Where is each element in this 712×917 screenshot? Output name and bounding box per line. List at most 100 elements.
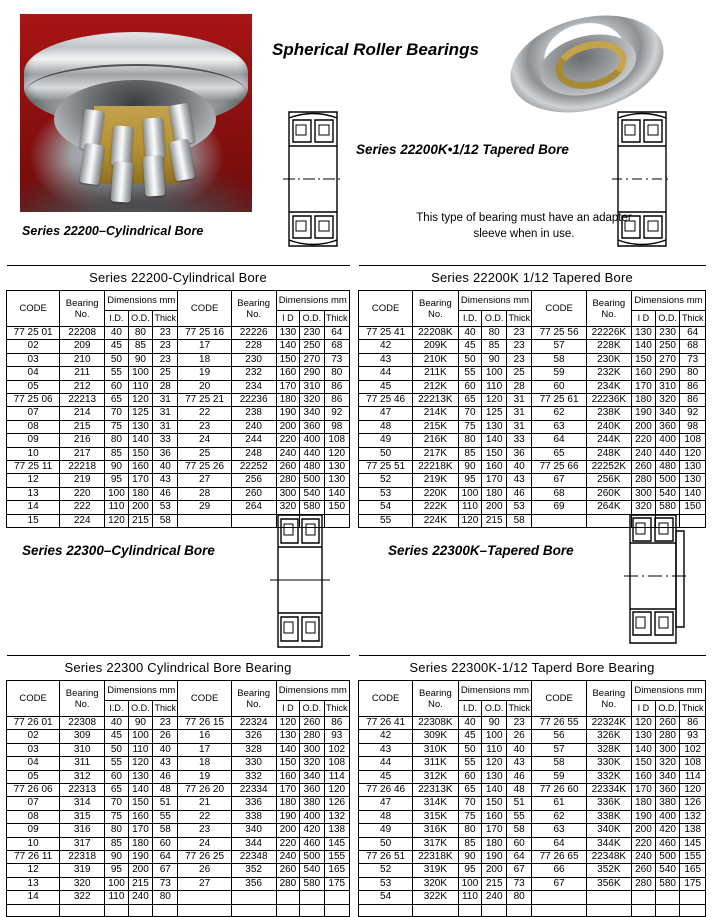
col-od: O.D.	[299, 309, 325, 328]
cell-od: 250	[654, 339, 681, 354]
cell-bearing-no: 212	[59, 379, 106, 395]
cell-od: 130	[127, 419, 154, 435]
cell-thick: 60	[505, 836, 533, 852]
cell-thick: 138	[323, 823, 351, 838]
cell-thick: 98	[679, 419, 706, 435]
cell-bearing-no: 314	[59, 796, 106, 811]
cell-od: 300	[654, 742, 681, 758]
cell-thick: 40	[505, 742, 533, 758]
cell-id: 80	[457, 433, 483, 448]
cell-od: 250	[299, 339, 325, 354]
cell-code: 25	[177, 446, 232, 462]
cell-thick: 126	[323, 796, 351, 811]
cell-code: 50	[357, 836, 414, 852]
table-row: 48 215K 75 130 31 63 240K 200 360 98	[357, 419, 706, 435]
cell-id: 60	[457, 379, 483, 395]
cell-id: 140	[630, 742, 656, 758]
col-dimensions: Dimensions mm	[104, 290, 179, 311]
table-22300K-container: Series 22300K-1/12 Taperd Bore Bearing CO…	[357, 655, 707, 917]
cell-id: 220	[275, 836, 301, 852]
cell-id: 110	[104, 890, 129, 905]
cell-bearing-no: 309K	[412, 729, 459, 744]
cell-code: 77 26 60	[531, 783, 587, 798]
cell-thick: 130	[323, 460, 351, 475]
cell-id: 120	[104, 513, 129, 529]
cell-bearing-no: 314K	[412, 796, 459, 811]
cell-code: 04	[5, 756, 61, 771]
cell-bearing-no: 214	[59, 406, 106, 421]
cell-bearing-no: 22313K	[412, 783, 459, 798]
cell-code: 05	[5, 769, 61, 785]
cell-thick: 31	[505, 393, 533, 408]
cell-code: 77 25 11	[5, 460, 61, 475]
table-title: Series 22300 Cylindrical Bore Bearing	[6, 655, 350, 681]
cell-bearing-no: 209K	[412, 339, 459, 354]
cell-od: 140	[127, 783, 154, 798]
cell-id: 320	[630, 500, 656, 515]
cell-id: 300	[275, 486, 301, 502]
cell-thick: 64	[152, 850, 179, 865]
table-row: 05 212 60 110 28 20 234 170 310 86	[5, 379, 351, 395]
cell-code: 54	[357, 500, 414, 515]
cell-thick: 60	[152, 836, 179, 852]
col-od: O.D.	[654, 699, 681, 718]
cell-od: 170	[127, 473, 154, 488]
cell-thick: 93	[679, 729, 706, 744]
cell-code: 26	[177, 863, 232, 878]
cell-od: 85	[481, 339, 507, 354]
cell-od: 120	[481, 756, 507, 771]
cell-od: 140	[481, 433, 507, 448]
table-row: 55 224K 120 215 58	[357, 513, 706, 529]
cell-id: 180	[275, 796, 301, 811]
cell-code: 23	[177, 419, 232, 435]
cell-bearing-no: 232K	[585, 366, 632, 381]
subtitle-tapered-bore: Series 22200K•1/12 Tapered Bore	[356, 142, 569, 157]
cell-code: 14	[5, 890, 61, 905]
cell-bearing-no: 328	[230, 742, 277, 758]
cell-code: 21	[177, 796, 232, 811]
cell-thick: 67	[505, 863, 533, 878]
cell-code: 24	[177, 433, 232, 448]
cell-thick: 86	[323, 379, 351, 395]
cell-thick: 23	[505, 352, 533, 368]
cell-id: 50	[457, 352, 483, 368]
cell-id	[630, 903, 656, 917]
cell-bearing-no	[230, 903, 277, 917]
table-row: 50 217K 85 150 36 65 248K 240 440 120	[357, 446, 706, 462]
bearing-photo-tapered	[500, 0, 674, 128]
cell-thick: 53	[505, 500, 533, 515]
cell-od: 180	[127, 836, 154, 852]
cell-code: 42	[357, 339, 414, 354]
cell-id: 170	[630, 783, 656, 798]
cell-id: 50	[104, 742, 129, 758]
cell-od: 580	[299, 876, 325, 892]
cell-od: 340	[299, 406, 325, 421]
cell-id: 140	[275, 339, 301, 354]
cell-code: 53	[357, 486, 414, 502]
cell-code: 77 25 61	[531, 393, 587, 408]
cell-code: 63	[531, 823, 587, 838]
cell-bearing-no: 234	[230, 379, 277, 395]
cell-thick: 23	[152, 715, 179, 731]
cell-bearing-no: 22318K	[412, 850, 459, 865]
col-dimensions: Dimensions mm	[457, 680, 533, 701]
cell-od: 290	[654, 366, 681, 381]
cell-bearing-no: 22252	[230, 460, 277, 475]
cell-code: 77 26 01	[5, 715, 61, 731]
cell-od: 140	[481, 783, 507, 798]
cell-id: 320	[275, 500, 301, 515]
cell-thick: 73	[323, 352, 351, 368]
cell-id: 100	[104, 486, 129, 502]
table-row: 54 222K 110 200 53 69 264K 320 580 150	[357, 500, 706, 515]
cell-bearing-no: 240K	[585, 419, 632, 435]
bearing-cross-section-icon	[612, 104, 672, 254]
cell-id: 260	[630, 863, 656, 878]
cell-id: 130	[630, 325, 656, 341]
cell-id: 80	[457, 823, 483, 838]
table-22300-container: Series 22300 Cylindrical Bore Bearing COD…	[5, 655, 351, 917]
cell-code: 67	[531, 473, 587, 488]
cell-code: 13	[5, 876, 61, 892]
cell-id: 240	[275, 446, 301, 462]
cell-bearing-no: 340K	[585, 823, 632, 838]
cell-od: 400	[299, 433, 325, 448]
